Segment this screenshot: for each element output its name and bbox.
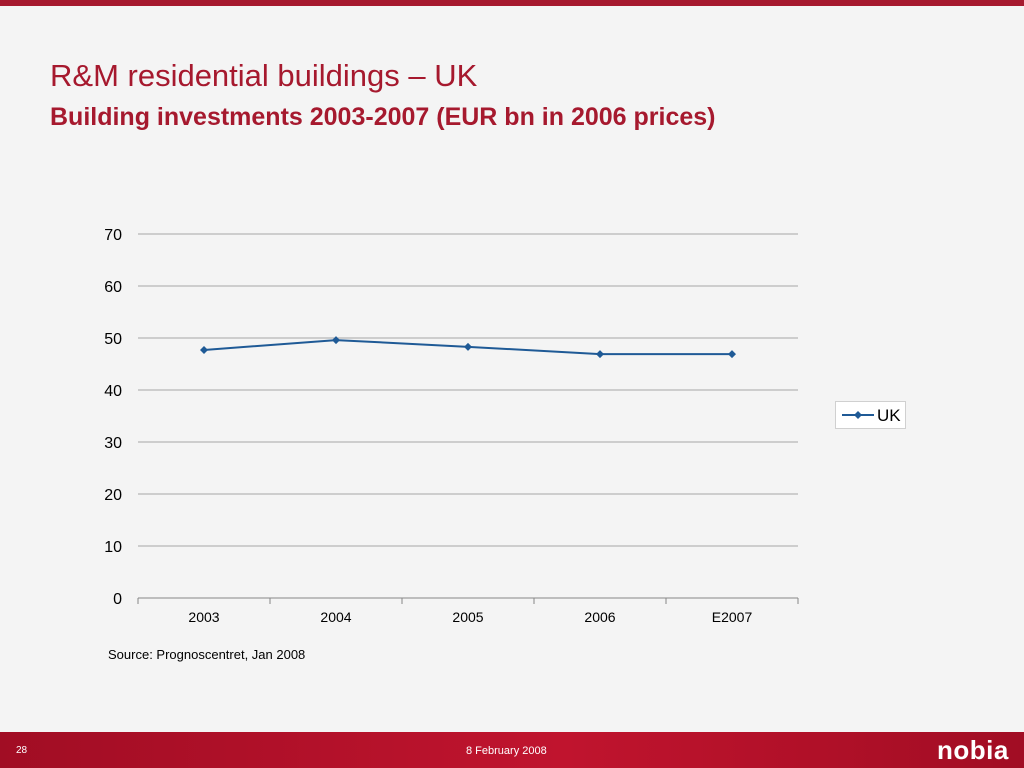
slide-subtitle: Building investments 2003-2007 (EUR bn i… xyxy=(50,103,716,131)
y-tick-label-40: 40 xyxy=(104,383,122,400)
y-tick-label-30: 30 xyxy=(104,435,122,452)
y-tick-label-20: 20 xyxy=(104,487,122,504)
data-point-2006 xyxy=(596,350,604,359)
legend-label-uk: UK xyxy=(877,406,901,425)
x-tick-label-2003: 2003 xyxy=(188,609,219,625)
data-point-2004 xyxy=(332,336,340,345)
y-tick-label-60: 60 xyxy=(104,279,122,296)
data-point-2005 xyxy=(464,342,472,351)
source-note: Source: Prognoscentret, Jan 2008 xyxy=(108,647,306,662)
data-point-2003 xyxy=(200,345,208,354)
nobia-logo: nobia xyxy=(937,735,1009,765)
x-tick-label-2004: 2004 xyxy=(320,609,351,625)
x-tick-label-E2007: E2007 xyxy=(712,609,753,625)
page-number: 28 xyxy=(16,745,28,756)
y-tick-label-0: 0 xyxy=(113,591,122,608)
x-tick-label-2005: 2005 xyxy=(452,609,483,625)
footer-bar: 28 8 February 2008 nobia xyxy=(0,732,1024,768)
top-accent-bar xyxy=(0,0,1024,6)
slide-title: R&M residential buildings – UK xyxy=(50,58,478,93)
chart-legend: UK xyxy=(835,401,906,429)
legend-swatch-uk xyxy=(842,411,874,419)
y-tick-label-70: 70 xyxy=(104,227,122,244)
footer-date: 8 February 2008 xyxy=(466,745,547,757)
data-point-e2007 xyxy=(728,350,736,359)
x-tick-label-2006: 2006 xyxy=(584,609,615,625)
y-tick-label-50: 50 xyxy=(104,331,122,348)
y-tick-label-10: 10 xyxy=(104,539,122,556)
